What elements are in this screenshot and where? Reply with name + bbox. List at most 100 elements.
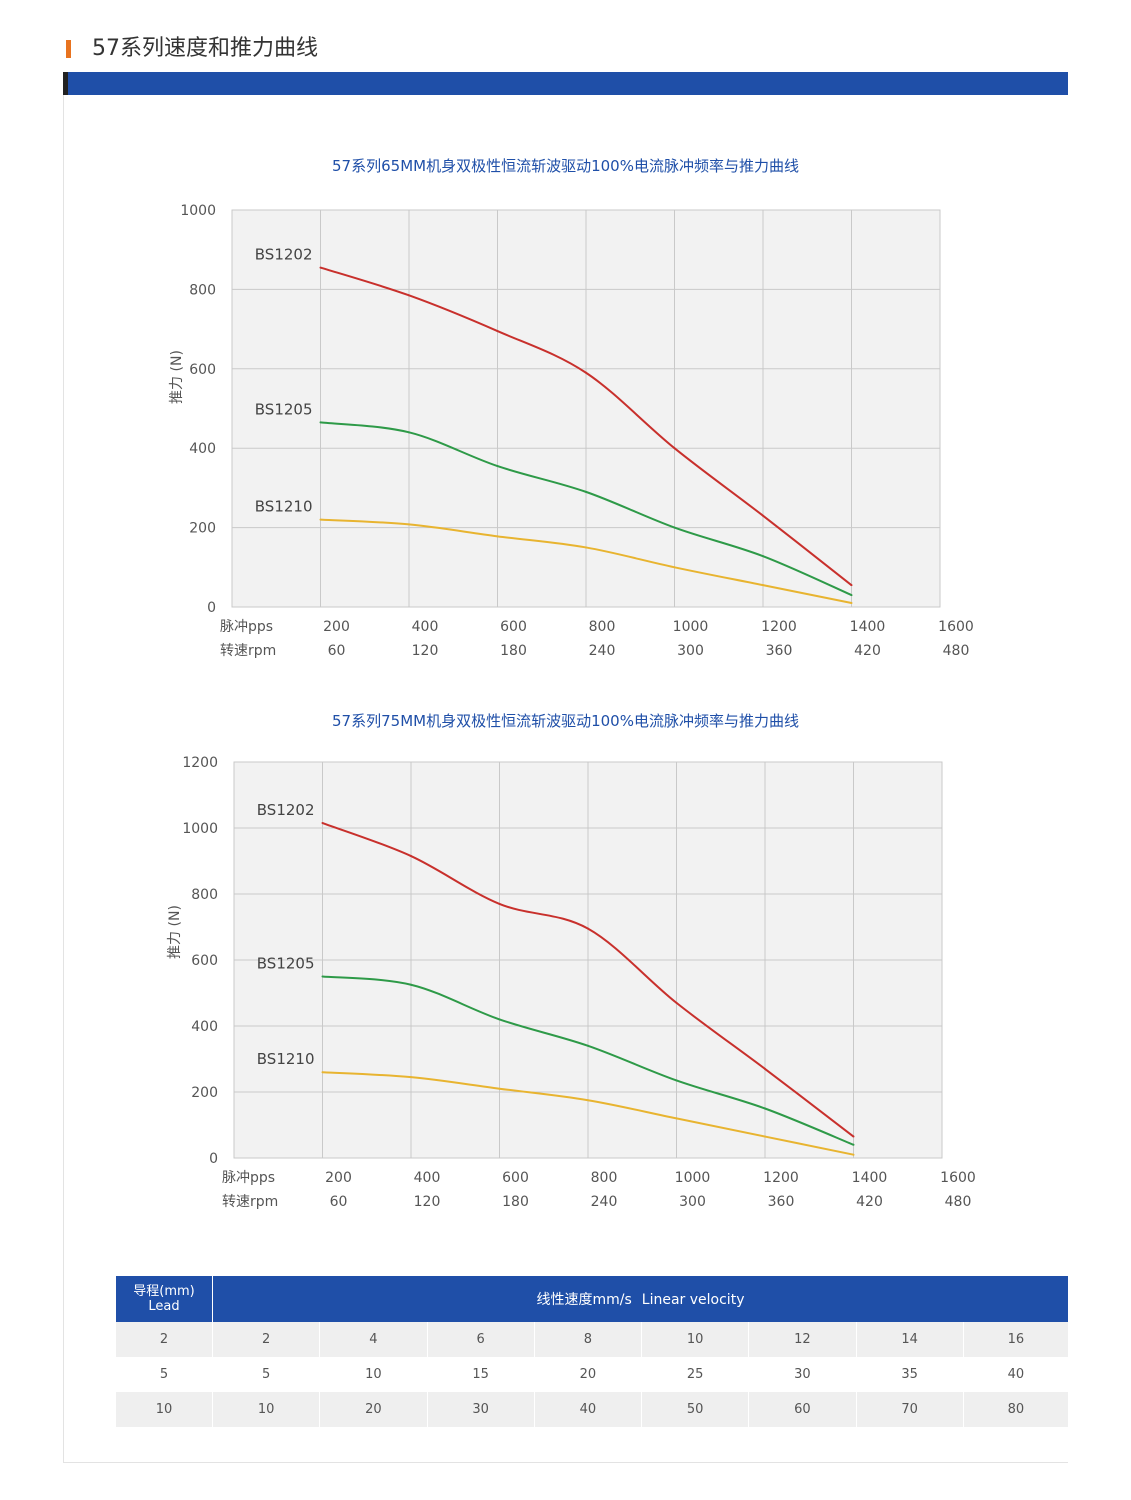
data-point-bs1210 xyxy=(852,1153,855,1156)
velocity-cell: 80 xyxy=(963,1392,1068,1427)
content-frame xyxy=(63,72,1068,1463)
x-tick-label-rpm: 300 xyxy=(679,1194,706,1210)
header-band-edge xyxy=(63,72,68,95)
header-band xyxy=(63,72,1068,95)
velocity-cell: 6 xyxy=(427,1322,535,1357)
series-label-bs1210: BS1210 xyxy=(257,1050,315,1068)
x-tick-label-rpm: 300 xyxy=(677,643,704,659)
y-tick-label: 600 xyxy=(189,362,216,378)
data-point-bs1205 xyxy=(319,421,322,424)
data-point-bs1205 xyxy=(850,594,853,597)
velocity-cell: 20 xyxy=(534,1357,643,1392)
data-point-bs1202 xyxy=(410,855,412,858)
velocity-header-cn: 线性速度mm/s xyxy=(536,1292,632,1308)
velocity-cell: 20 xyxy=(319,1392,428,1427)
x-tick-label-pps: 1400 xyxy=(852,1170,888,1186)
data-point-bs1210 xyxy=(673,566,676,569)
table-row: 5 5 10 15 20 25 30 35 40 xyxy=(116,1357,1068,1392)
y-tick-label: 200 xyxy=(191,1085,218,1101)
x-tick-label-rpm: 120 xyxy=(414,1194,441,1210)
x-row-label-pps: 脉冲pps xyxy=(220,619,273,635)
x-tick-label-rpm: 360 xyxy=(766,643,793,659)
data-point-bs1205 xyxy=(764,1107,766,1110)
data-point-bs1202 xyxy=(585,371,587,374)
chart-2-title: 57系列75MM机身双极性恒流斩波驱动100%电流脉冲频率与推力曲线 xyxy=(332,712,799,730)
y-tick-label: 0 xyxy=(207,600,216,616)
data-point-bs1205 xyxy=(498,1018,501,1021)
velocity-cell: 40 xyxy=(534,1392,643,1427)
x-tick-label-rpm: 60 xyxy=(330,1194,348,1210)
data-point-bs1205 xyxy=(321,975,324,978)
y-tick-label: 1200 xyxy=(182,755,218,771)
data-point-bs1210 xyxy=(850,602,853,605)
x-tick-label-pps: 400 xyxy=(414,1170,441,1186)
x-tick-label-pps: 200 xyxy=(323,619,350,635)
velocity-cell: 12 xyxy=(748,1322,857,1357)
table-row: 2 2 4 6 8 10 12 14 16 xyxy=(116,1322,1068,1357)
velocity-cell: 50 xyxy=(641,1392,750,1427)
velocity-cell: 30 xyxy=(427,1392,535,1427)
data-point-bs1205 xyxy=(852,1143,855,1146)
x-tick-label-rpm: 180 xyxy=(502,1194,529,1210)
data-point-bs1205 xyxy=(410,983,412,986)
x-tick-label-pps: 1600 xyxy=(938,619,974,635)
data-point-bs1210 xyxy=(321,1071,324,1074)
data-point-bs1205 xyxy=(587,1044,589,1047)
x-tick-label-rpm: 420 xyxy=(856,1194,883,1210)
data-point-bs1202 xyxy=(319,266,322,269)
data-point-bs1202 xyxy=(764,1067,766,1070)
lead-cell: 2 xyxy=(116,1322,213,1357)
data-point-bs1205 xyxy=(408,431,410,434)
data-point-bs1202 xyxy=(850,584,853,587)
data-point-bs1210 xyxy=(585,546,587,549)
data-point-bs1202 xyxy=(762,514,764,517)
data-point-bs1202 xyxy=(321,822,324,825)
velocity-cell: 10 xyxy=(212,1392,321,1427)
velocity-cell: 30 xyxy=(748,1357,857,1392)
velocity-cell: 40 xyxy=(1007,1367,1025,1382)
data-point-bs1202 xyxy=(673,447,676,450)
x-tick-label-pps: 1400 xyxy=(850,619,886,635)
series-label-bs1202: BS1202 xyxy=(257,801,315,819)
data-point-bs1210 xyxy=(319,518,322,521)
x-row-label-rpm: 转速rpm xyxy=(222,1194,278,1210)
y-tick-label: 800 xyxy=(191,887,218,903)
lead-cell: 10 xyxy=(116,1392,213,1427)
page-title: 57系列速度和推力曲线 xyxy=(92,36,318,61)
data-point-bs1205 xyxy=(673,526,676,529)
data-point-bs1205 xyxy=(762,555,764,558)
lead-header: 导程(mm) Lead xyxy=(116,1276,213,1322)
velocity-cell: 10 xyxy=(319,1357,428,1392)
velocity-cell: 35 xyxy=(856,1357,964,1392)
x-tick-label-pps: 1000 xyxy=(673,619,709,635)
series-label-bs1210: BS1210 xyxy=(255,498,313,516)
data-point-bs1210 xyxy=(498,1087,501,1090)
series-label-bs1205: BS1205 xyxy=(255,400,313,418)
x-row-label-pps: 脉冲pps xyxy=(222,1170,275,1186)
x-tick-label-pps: 1600 xyxy=(940,1170,976,1186)
data-point-bs1202 xyxy=(852,1135,855,1138)
velocity-cell: 60 xyxy=(748,1392,857,1427)
velocity-cell: 16 xyxy=(963,1322,1068,1357)
data-point-bs1205 xyxy=(496,465,499,468)
y-tick-label: 1000 xyxy=(182,821,218,837)
x-tick-label-pps: 600 xyxy=(500,619,527,635)
x-tick-label-rpm: 240 xyxy=(589,643,616,659)
velocity-cell: 15 xyxy=(427,1357,535,1392)
data-point-bs1210 xyxy=(496,535,499,538)
x-tick-label-rpm: 420 xyxy=(854,643,881,659)
data-point-bs1210 xyxy=(762,584,764,587)
chart-1: 1000 800 600 400 200 0 200 60 400 120 600 180 800 240… xyxy=(180,203,974,659)
velocity-cell: 8 xyxy=(534,1322,643,1357)
velocity-header: 线性速度mm/s Linear velocity xyxy=(212,1276,1068,1322)
x-tick-label-pps: 1000 xyxy=(675,1170,711,1186)
x-tick-label-pps: 200 xyxy=(325,1170,352,1186)
x-tick-label-pps: 600 xyxy=(502,1170,529,1186)
x-tick-label-rpm: 480 xyxy=(945,1194,972,1210)
data-point-bs1210 xyxy=(410,1076,412,1079)
velocity-cell: 5 xyxy=(212,1357,321,1392)
velocity-header-en: Linear velocity xyxy=(641,1292,745,1308)
data-point-bs1210 xyxy=(764,1135,766,1138)
x-tick-label-pps: 800 xyxy=(589,619,616,635)
data-point-bs1202 xyxy=(498,902,501,905)
